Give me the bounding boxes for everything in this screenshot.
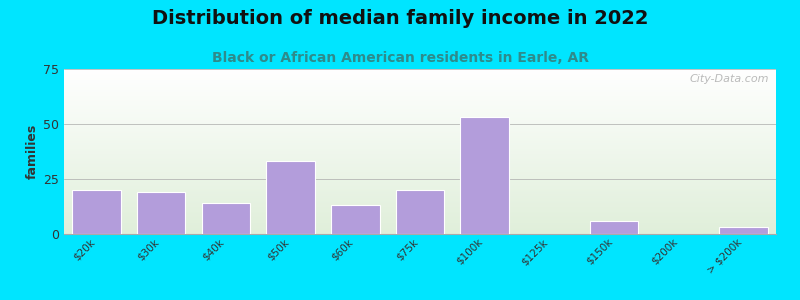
Bar [72,190,121,234]
Bar [202,203,250,234]
Bar [396,190,444,234]
Bar [590,221,638,234]
Bar [266,161,315,234]
Y-axis label: families: families [26,124,39,179]
Bar [719,227,768,234]
Text: City-Data.com: City-Data.com [690,74,769,84]
Text: Distribution of median family income in 2022: Distribution of median family income in … [152,9,648,28]
Bar [331,206,379,234]
Bar [461,117,509,234]
Bar [137,192,186,234]
Text: Black or African American residents in Earle, AR: Black or African American residents in E… [211,51,589,65]
